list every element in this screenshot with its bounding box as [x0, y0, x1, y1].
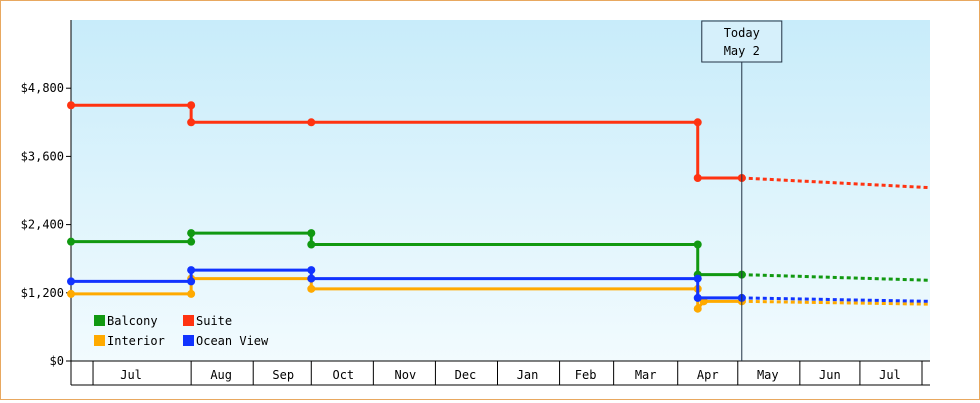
y-tick-label: $0 [50, 354, 64, 368]
x-tick-label: May [757, 368, 779, 382]
legend-swatch [94, 335, 105, 346]
data-point [693, 240, 702, 249]
x-tick-label: Sep [272, 368, 294, 382]
data-point [187, 237, 196, 246]
data-point [693, 293, 702, 302]
x-tick-label: Jan [517, 368, 539, 382]
today-date: May 2 [724, 44, 760, 58]
x-tick-label: Apr [697, 368, 719, 382]
data-point [67, 101, 75, 110]
data-point [187, 229, 196, 238]
y-tick-label: $1,200 [21, 286, 64, 300]
data-point [307, 229, 316, 238]
legend-swatch [94, 315, 105, 326]
series-forecast-0 [741, 273, 931, 282]
data-point [307, 274, 316, 283]
legend-label: Suite [196, 314, 232, 328]
legend-swatch [183, 335, 194, 346]
data-point [187, 277, 196, 286]
data-point [67, 289, 75, 298]
x-tick-label: Mar [635, 368, 657, 382]
legend-label: Ocean View [196, 334, 269, 348]
series-forecast-1 [741, 176, 931, 190]
data-point [307, 240, 316, 249]
data-point [307, 266, 316, 275]
series-forecast-2 [741, 299, 931, 306]
data-point [307, 118, 316, 127]
x-tick-label: Jul [120, 368, 142, 382]
x-tick-label: Feb [575, 368, 597, 382]
data-point [693, 173, 702, 182]
data-point [693, 118, 702, 127]
y-tick-label: $3,600 [21, 149, 64, 163]
data-point [187, 101, 196, 110]
y-tick-label: $4,800 [21, 81, 64, 95]
data-point [67, 237, 75, 246]
data-point [693, 304, 702, 313]
plot-background [71, 20, 930, 361]
data-point [187, 266, 196, 275]
data-point [67, 277, 75, 286]
x-tick-label: Jun [819, 368, 841, 382]
today-box [701, 20, 783, 63]
x-tick-label: Oct [332, 368, 354, 382]
data-point [187, 289, 196, 298]
x-tick-label: Dec [455, 368, 477, 382]
data-point [693, 274, 702, 283]
series-forecast-3 [741, 296, 931, 303]
y-tick-label: $2,400 [21, 218, 64, 232]
x-tick-label: Nov [395, 368, 417, 382]
legend-label: Balcony [107, 314, 158, 328]
x-tick-label: Jul [879, 368, 901, 382]
legend-swatch [183, 315, 194, 326]
data-point [307, 284, 316, 293]
legend-label: Interior [107, 334, 165, 348]
today-label: Today [724, 26, 760, 40]
x-tick-label: Aug [210, 368, 232, 382]
data-point [187, 118, 196, 127]
